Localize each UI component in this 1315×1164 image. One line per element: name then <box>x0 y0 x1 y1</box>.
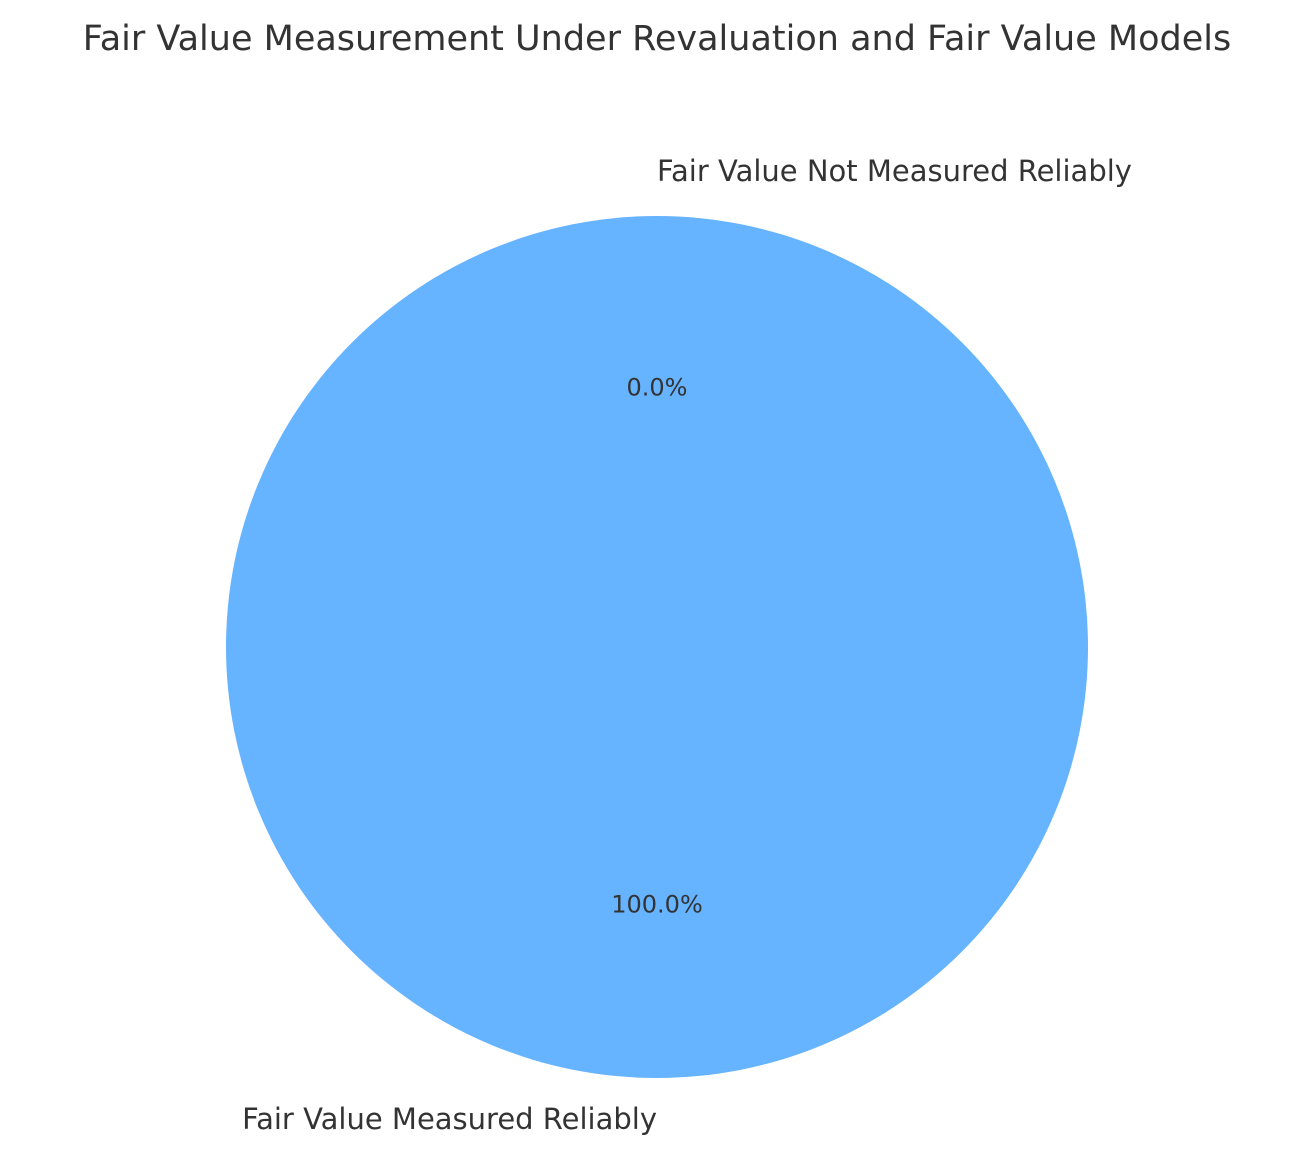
chart-title: Fair Value Measurement Under Revaluation… <box>83 19 1231 59</box>
pie-labels: Fair Value Measured Reliably 100.0% Fair V… <box>242 154 1132 1136</box>
percent-label-fair-value-not-measured-reliably: 0.0% <box>627 373 688 401</box>
pie-slice-fair-value-measured-reliably <box>226 216 1088 1078</box>
slice-label-fair-value-not-measured-reliably: Fair Value Not Measured Reliably <box>657 154 1132 188</box>
percent-label-fair-value-measured-reliably: 100.0% <box>611 891 703 919</box>
pie-slices <box>226 216 1088 1078</box>
slice-label-fair-value-measured-reliably: Fair Value Measured Reliably <box>242 1102 657 1136</box>
